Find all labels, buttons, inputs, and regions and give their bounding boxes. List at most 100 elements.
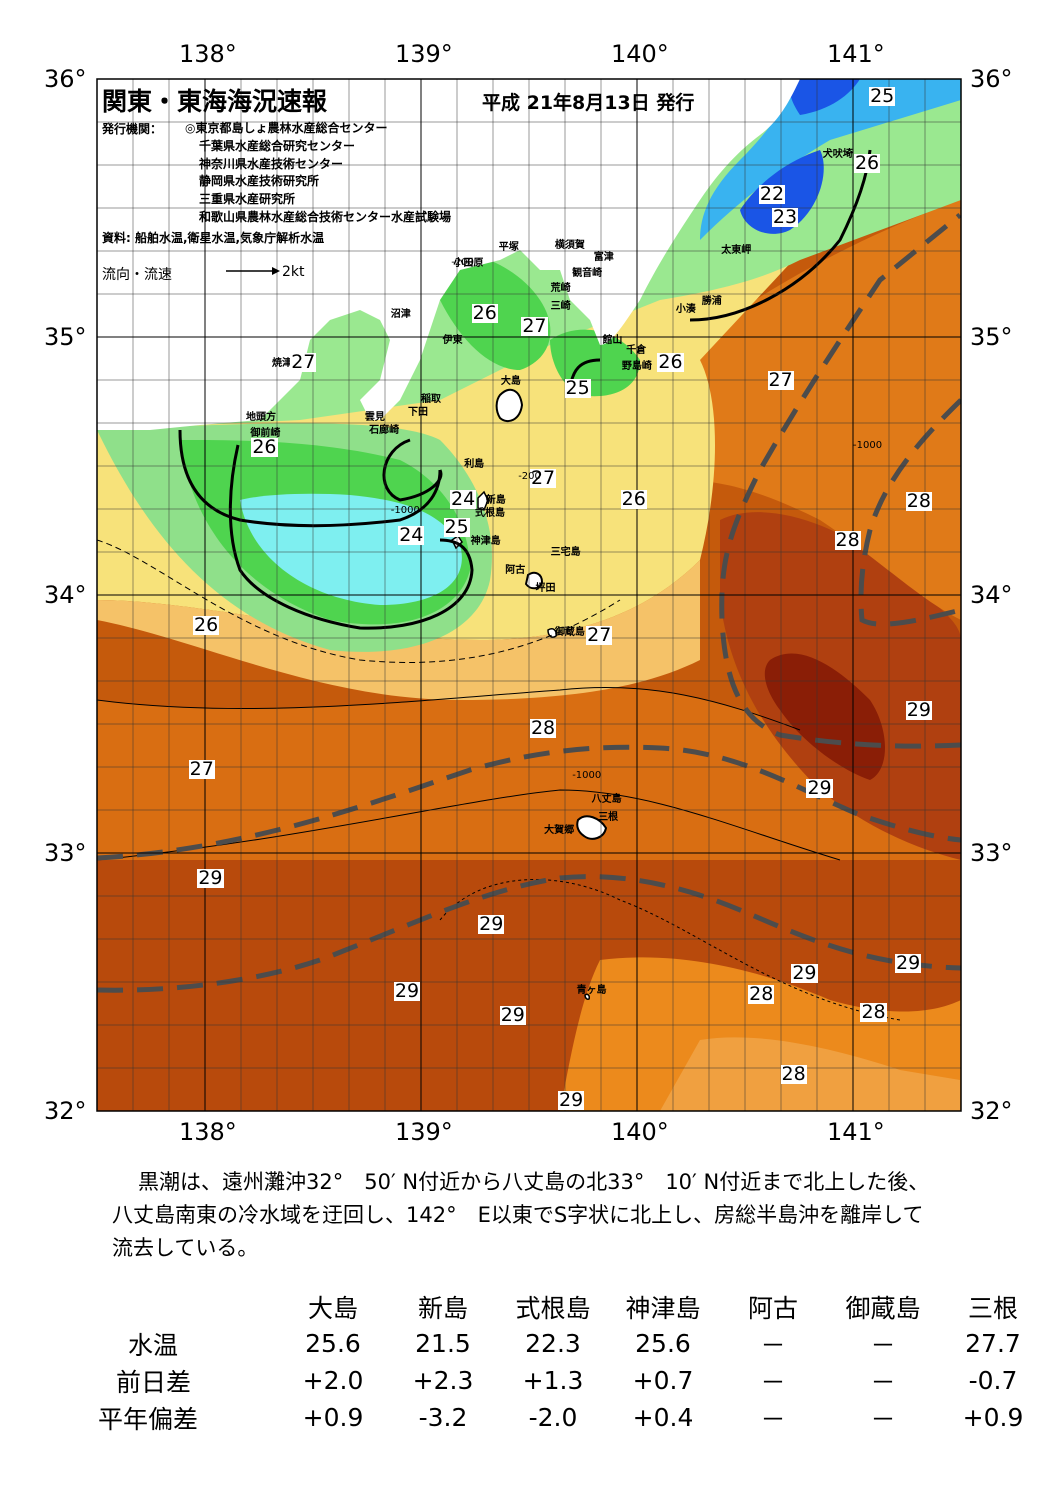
lat-label-right: 35° <box>970 323 1013 351</box>
table-row: 前日差 +2.0 +2.3 +1.3 +0.7 － － -0.7 <box>98 1362 1048 1399</box>
data-sources: 資料: 船舶水温,衛星水温,気象庁解析水温 <box>102 231 325 245</box>
table-cell: － <box>760 1367 786 1397</box>
table-row-label: 平年偏差 <box>98 1404 199 1434</box>
table-cell: － <box>870 1330 896 1360</box>
zone-28-south-light <box>660 1037 960 1111</box>
temperature-label: 28 <box>780 1062 807 1085</box>
temperature-label: 28 <box>748 982 775 1005</box>
place-name: 三根 <box>598 812 619 824</box>
temperature-label: 29 <box>895 951 922 974</box>
temperature-label: 25 <box>443 515 470 538</box>
table-cell: 21.5 <box>415 1329 471 1358</box>
depth-label: -200 <box>451 257 474 269</box>
temperature-label: 27 <box>586 624 613 647</box>
lat-label-left: 33° <box>44 839 87 867</box>
contour-28 <box>97 686 801 731</box>
lat-label-right: 33° <box>970 839 1013 867</box>
lat-label-right: 36° <box>970 65 1013 93</box>
place-name: 大島 <box>500 376 521 388</box>
temperature-label: 26 <box>251 435 278 458</box>
publisher-item: 静岡県水産技術研究所 <box>199 174 320 189</box>
place-name: 小湊 <box>675 304 696 316</box>
temperature-label: 29 <box>806 776 833 799</box>
table-cell: +0.9 <box>302 1403 364 1432</box>
contour-26-27 <box>97 539 621 663</box>
lat-label-left: 32° <box>44 1097 87 1125</box>
table-cell: +1.3 <box>522 1366 584 1395</box>
contour-28-29 <box>97 789 841 861</box>
publisher-item: 三重県水産研究所 <box>199 192 296 207</box>
temperature-label: 29 <box>558 1088 585 1111</box>
temperature-label: 29 <box>905 699 932 722</box>
zone-30-east <box>764 653 885 780</box>
lat-label-right: 34° <box>970 581 1013 609</box>
lat-label-left: 34° <box>44 581 87 609</box>
place-name: 雲見 <box>364 412 385 424</box>
place-name: 三崎 <box>550 301 571 313</box>
temperature-label: 24 <box>398 523 425 546</box>
table-cell: -2.0 <box>528 1403 578 1432</box>
temperature-label: 28 <box>905 490 932 513</box>
summary-text: 黒潮は、遠州灘沖32° 50′ N付近から八丈島の北33° 10′ N付近まで北… <box>112 1170 930 1260</box>
temperature-label: 28 <box>834 528 861 551</box>
table-col-header: 新島 <box>417 1293 468 1323</box>
place-name: 沼津 <box>390 309 411 321</box>
place-name: 富津 <box>593 252 614 264</box>
issue-date: 平成 21年8月13日 発行 <box>482 92 695 114</box>
table-col-header: 大島 <box>307 1293 358 1323</box>
flow-scale-arrow <box>226 267 280 275</box>
place-name: 坪田 <box>535 582 556 594</box>
table-cell: － <box>870 1404 896 1434</box>
table-cell: 22.3 <box>525 1329 581 1358</box>
temperature-label: 26 <box>471 301 498 324</box>
table-cell: 27.7 <box>965 1329 1021 1358</box>
table-cell: +0.4 <box>632 1403 694 1432</box>
place-name: 犬吠埼 <box>822 149 853 161</box>
place-name: 平塚 <box>498 242 519 254</box>
publisher-label: 発行機関： <box>102 122 163 136</box>
table-cell: 25.6 <box>305 1329 361 1358</box>
publisher-item: 千葉県水産総合研究センター <box>199 138 356 153</box>
place-name: 地頭方 <box>246 412 277 424</box>
table-cell: -0.7 <box>968 1366 1018 1395</box>
place-name: 八丈島 <box>591 794 622 806</box>
island-temperature-table: 大島 新島 式根島 神津島 阿古 御蔵島 三根 水温 25.6 21.5 22.… <box>98 1288 1048 1436</box>
zone-22-north <box>789 79 860 115</box>
publisher-item: 和歌山県農林水産総合技術センター水産試験場 <box>199 209 452 224</box>
temperature-label: 23 <box>771 206 799 229</box>
place-name: 横須賀 <box>554 239 585 251</box>
publisher-item: ◎東京都島しょ農林水産総合センター <box>185 121 388 135</box>
lon-label-top: 141° <box>827 40 885 68</box>
place-name: 野島崎 <box>621 360 652 372</box>
table-col-header: 神津島 <box>625 1293 701 1323</box>
place-name: 大賀郷 <box>544 825 575 837</box>
table-col-header: 式根島 <box>515 1293 591 1323</box>
kuroshio-axis-south <box>97 874 961 993</box>
place-name: 千倉 <box>626 345 647 357</box>
place-name: 館山 <box>602 335 623 346</box>
temperature-label: 26 <box>193 613 220 636</box>
temperature-label: 26 <box>620 487 647 510</box>
depth-label: -1000 <box>572 770 602 782</box>
isotherm-24-east <box>689 149 872 322</box>
temperature-label: 25 <box>869 85 896 108</box>
temperature-label: 27 <box>529 466 557 489</box>
lat-label-left: 35° <box>44 323 87 351</box>
depth-label: -1000 <box>390 504 420 516</box>
place-name: 阿古 <box>505 564 526 576</box>
place-name: 式根島 <box>475 507 505 519</box>
land-honshu <box>97 79 800 430</box>
table-cell: +0.7 <box>632 1366 694 1395</box>
place-name: 伊東 <box>442 335 463 346</box>
lon-label-bottom: 139° <box>395 1118 453 1146</box>
kuroshio-axis-east <box>719 213 961 749</box>
zone-24 <box>240 493 462 605</box>
table-col-header: 三根 <box>967 1293 1018 1323</box>
temperature-label: 27 <box>188 758 215 781</box>
table-cell: 25.6 <box>635 1329 691 1358</box>
lon-label-bottom: 138° <box>179 1118 237 1146</box>
table-cell: － <box>870 1367 896 1397</box>
place-name: 御前崎 <box>250 427 281 439</box>
kuroshio-axis-north <box>97 744 961 861</box>
